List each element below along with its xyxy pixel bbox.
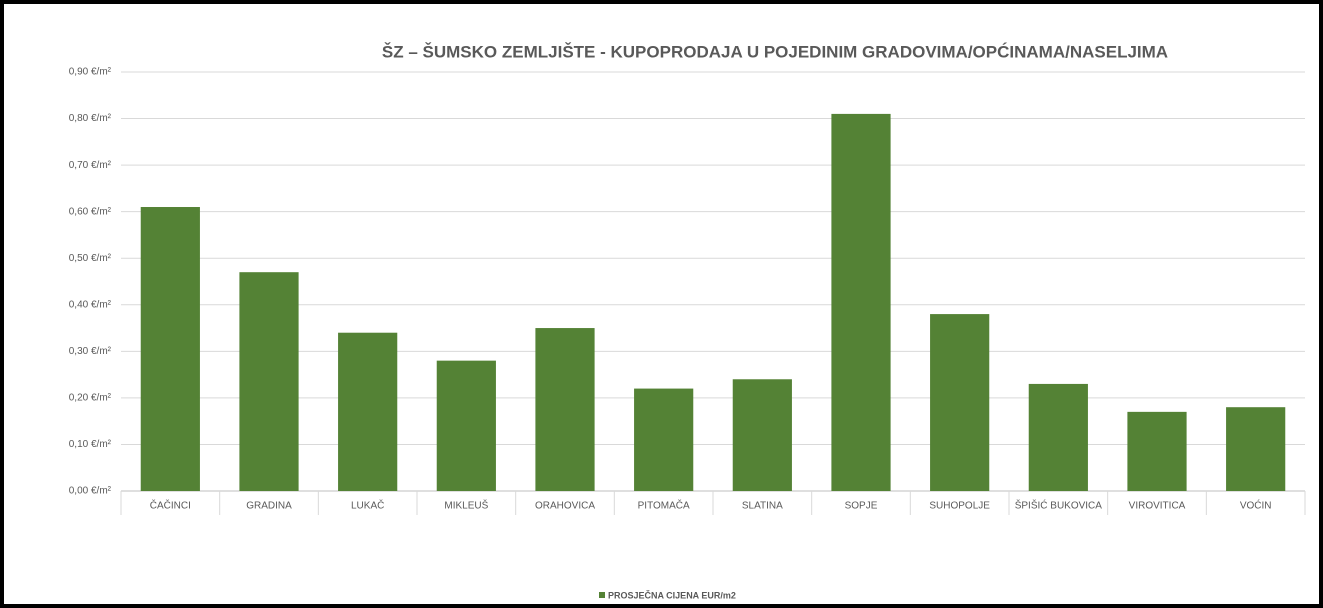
y-tick-label: 0,00 €/m² — [69, 486, 112, 497]
y-tick-label: 0,20 €/m² — [69, 393, 112, 404]
bar — [239, 272, 299, 491]
x-tick-label: VIROVITICA — [1129, 501, 1186, 512]
bar — [930, 314, 990, 491]
x-tick-label: MIKLEUŠ — [444, 499, 488, 512]
bar — [1226, 407, 1286, 491]
y-tick-label: 0,60 €/m² — [69, 206, 112, 217]
bar — [436, 360, 496, 491]
bar — [140, 207, 200, 491]
y-tick-label: 0,40 €/m² — [69, 299, 112, 310]
bar — [831, 113, 891, 492]
x-tick-label: SUHOPOLJE — [929, 501, 990, 512]
bar — [732, 379, 792, 491]
bar — [338, 332, 398, 491]
bar — [1028, 383, 1088, 491]
bar — [1127, 411, 1187, 491]
y-tick-label: 0,10 €/m² — [69, 439, 112, 450]
x-tick-label: ČAČINCI — [150, 499, 191, 512]
y-tick-label: 0,70 €/m² — [69, 160, 112, 171]
x-tick-label: LUKAČ — [351, 499, 384, 512]
y-tick-label: 0,90 €/m² — [69, 67, 112, 78]
x-tick-label: ŠPIŠIĆ BUKOVICA — [1015, 499, 1103, 512]
legend-swatch — [599, 592, 605, 598]
bar — [634, 388, 694, 491]
x-tick-label: VOĆIN — [1240, 499, 1272, 512]
x-tick-label: GRADINA — [246, 501, 292, 512]
y-tick-label: 0,50 €/m² — [69, 253, 112, 264]
x-tick-label: SLATINA — [742, 501, 783, 512]
legend-label: PROSJEČNA CIJENA EUR/m2 — [608, 589, 736, 600]
bar — [535, 328, 595, 491]
y-tick-label: 0,30 €/m² — [69, 346, 112, 357]
chart-title: ŠZ – ŠUMSKO ZEMLJIŠTE - KUPOPRODAJA U PO… — [382, 42, 1168, 61]
x-tick-label: SOPJE — [845, 501, 878, 512]
x-tick-label: PITOMAČA — [638, 499, 690, 512]
y-tick-label: 0,80 €/m² — [69, 113, 112, 124]
x-tick-label: ORAHOVICA — [535, 501, 595, 512]
